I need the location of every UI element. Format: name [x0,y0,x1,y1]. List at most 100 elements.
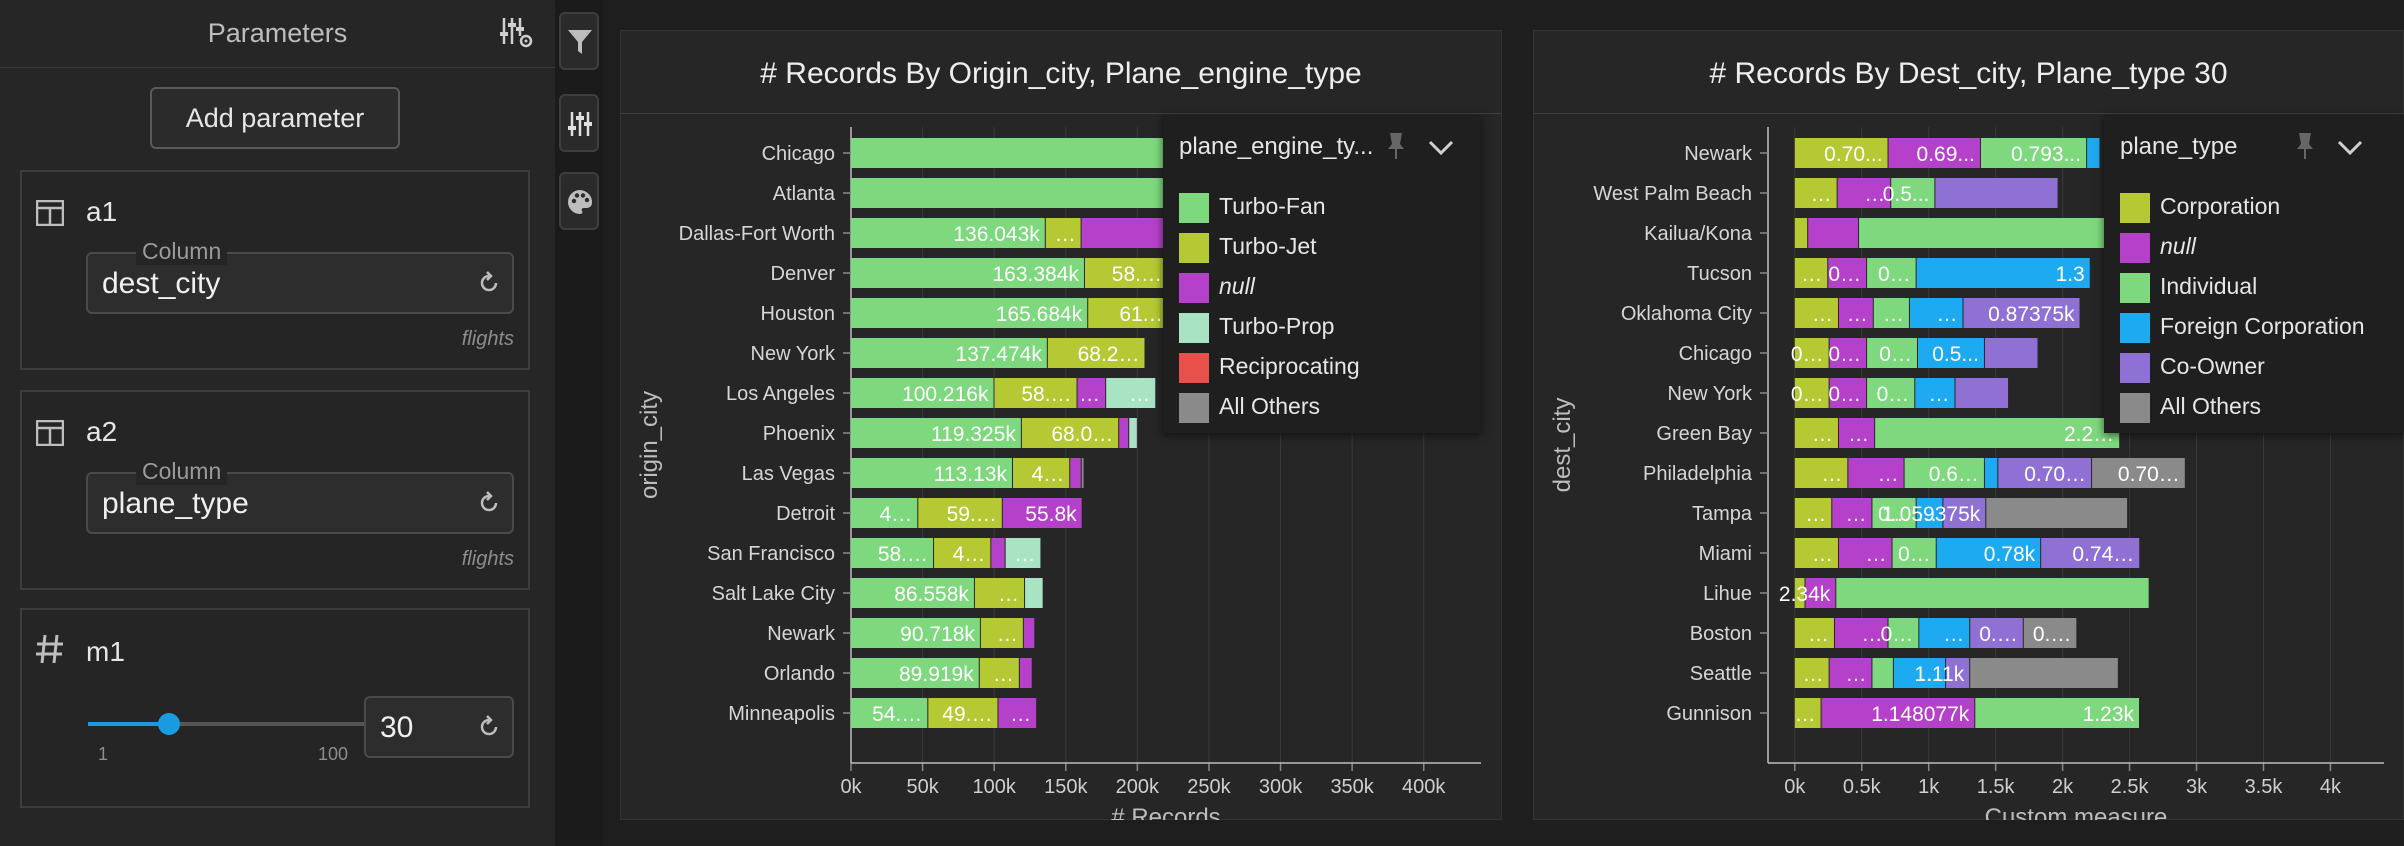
slider-thumb[interactable] [157,713,180,735]
y-tick-label: Tampa [1692,503,1753,525]
sidebar-divider [0,67,555,68]
y-tick-label: Kailua/Kona [1644,223,1753,245]
bar-value-label: … [1845,503,1866,526]
bar-segment [1917,338,1984,368]
x-tick-label: 250k [1187,776,1231,798]
bar-value-label: 68.2… [1078,343,1140,366]
bar-segment [1794,698,1821,728]
bar-value-label: … [1129,383,1150,406]
pin-icon[interactable] [1385,131,1407,166]
x-tick-label: 1k [1918,776,1940,798]
bar-segment [1012,458,1070,488]
bar-value-label: 0… [1791,383,1824,406]
column-field[interactable]: Column plane_type [86,458,514,534]
bar-segment [1002,498,1082,528]
chart-origin-city: 0k 50k 100k 150k 200k 250k 300k 350k 400k Chicago… [636,127,1481,820]
bar-value-label: … [1862,623,1883,646]
x-tick-label: 0k [1784,776,1806,798]
bar-segment [1986,498,2128,528]
bar-segment [934,538,991,568]
x-tick-label: 2k [2052,776,2074,798]
chart-panel-origin-city: # Records By Origin_city, Plane_engine_t… [620,30,1502,820]
bar-value-label: 0.70… [2024,463,2086,486]
chevron-down-icon[interactable] [2336,139,2364,162]
bar-value-label: 0… [1878,263,1911,286]
bar-value-label: 58.… [1021,383,1071,406]
bar-value-label: 0.6… [1929,463,1979,486]
legend-label: Co-Owner [2160,353,2265,379]
legend-label: Reciprocating [1219,353,1360,379]
y-tick-label: Lihue [1703,583,1752,605]
bar-segment [1909,298,1963,328]
chevron-down-icon[interactable] [1427,139,1455,162]
y-tick-label: Green Bay [1656,423,1752,445]
bar-segment [1980,138,2087,168]
bar-segment [1904,458,1984,488]
bar-segment [1794,378,1829,408]
bar-value-label: 59.… [947,503,997,526]
y-tick-label: Orlando [764,663,835,685]
bar-segment [851,578,974,608]
theme-button[interactable] [559,172,599,230]
bar-segment [851,258,1084,288]
y-tick-label: Newark [1684,143,1753,165]
column-field[interactable]: Column dest_city [86,238,514,314]
bar-segment [1794,578,1805,608]
reset-icon[interactable] [476,714,502,745]
value-slider[interactable] [88,710,366,740]
bar-value-label: … [1864,183,1885,206]
x-tick-label: 100k [972,776,1016,798]
x-tick-label: 150k [1044,776,1088,798]
bar-value-label: 58.… [1112,263,1162,286]
palette-icon [566,188,594,221]
bar-segment [1955,378,2009,408]
pin-icon[interactable] [2294,131,2316,166]
bar-value-label: … [1812,303,1833,326]
x-tick-label: 350k [1330,776,1374,798]
filter-button[interactable] [559,12,599,70]
bar-segment [1119,418,1129,448]
y-tick-label: Phoenix [763,423,835,445]
parameter-settings-icon[interactable] [498,14,534,55]
bar-value-label: … [1878,463,1899,486]
field-value: dest_city [102,267,221,300]
table-column-icon [35,199,65,231]
field-label: Column [136,238,228,265]
bar-value-label: 0… [1828,263,1861,286]
legend-swatch [2120,313,2150,343]
y-tick-label: Las Vegas [742,463,835,485]
bar-segment [1891,178,1935,208]
bar-segment [1943,498,1986,528]
x-tick-label: 1.5k [1977,776,2016,798]
bar-segment [980,618,1023,648]
legend-label: Corporation [2160,193,2281,219]
bar-segment [1936,538,2041,568]
legend-label: Turbo-Fan [1219,193,1326,219]
x-tick-label: 200k [1116,776,1160,798]
bar-segment [1838,298,1873,328]
value-input[interactable]: 30 [364,696,514,758]
parameter-card-a1: a1 Column dest_city flights [20,170,530,370]
legend-swatch [1179,193,1209,223]
bar-segment [1984,458,1998,488]
y-tick-label: Boston [1690,623,1752,645]
add-parameter-button[interactable]: Add parameter [150,87,400,149]
reset-icon[interactable] [476,270,502,301]
bar-value-label: 4… [1032,463,1065,486]
parameters-button[interactable] [559,94,599,152]
bar-value-label: … [1014,543,1035,566]
bar-value-label: 90.718k [900,623,975,646]
legend-title: plane_type [2120,133,2238,160]
bar-value-label: 100.216k [902,383,989,406]
bar-value-label: 0.69... [1917,143,1975,166]
y-tick-label: Detroit [776,503,835,525]
bar-value-label: … [1055,223,1076,246]
x-axis-title: Custom measure [1985,804,2168,820]
bar-value-label: … [1010,703,1031,726]
bar-segment [1821,698,1975,728]
bar-segment [851,538,934,568]
reset-icon[interactable] [476,490,502,521]
bar-segment [851,698,928,728]
bar-segment [1916,258,2090,288]
bar-segment [1888,138,1980,168]
